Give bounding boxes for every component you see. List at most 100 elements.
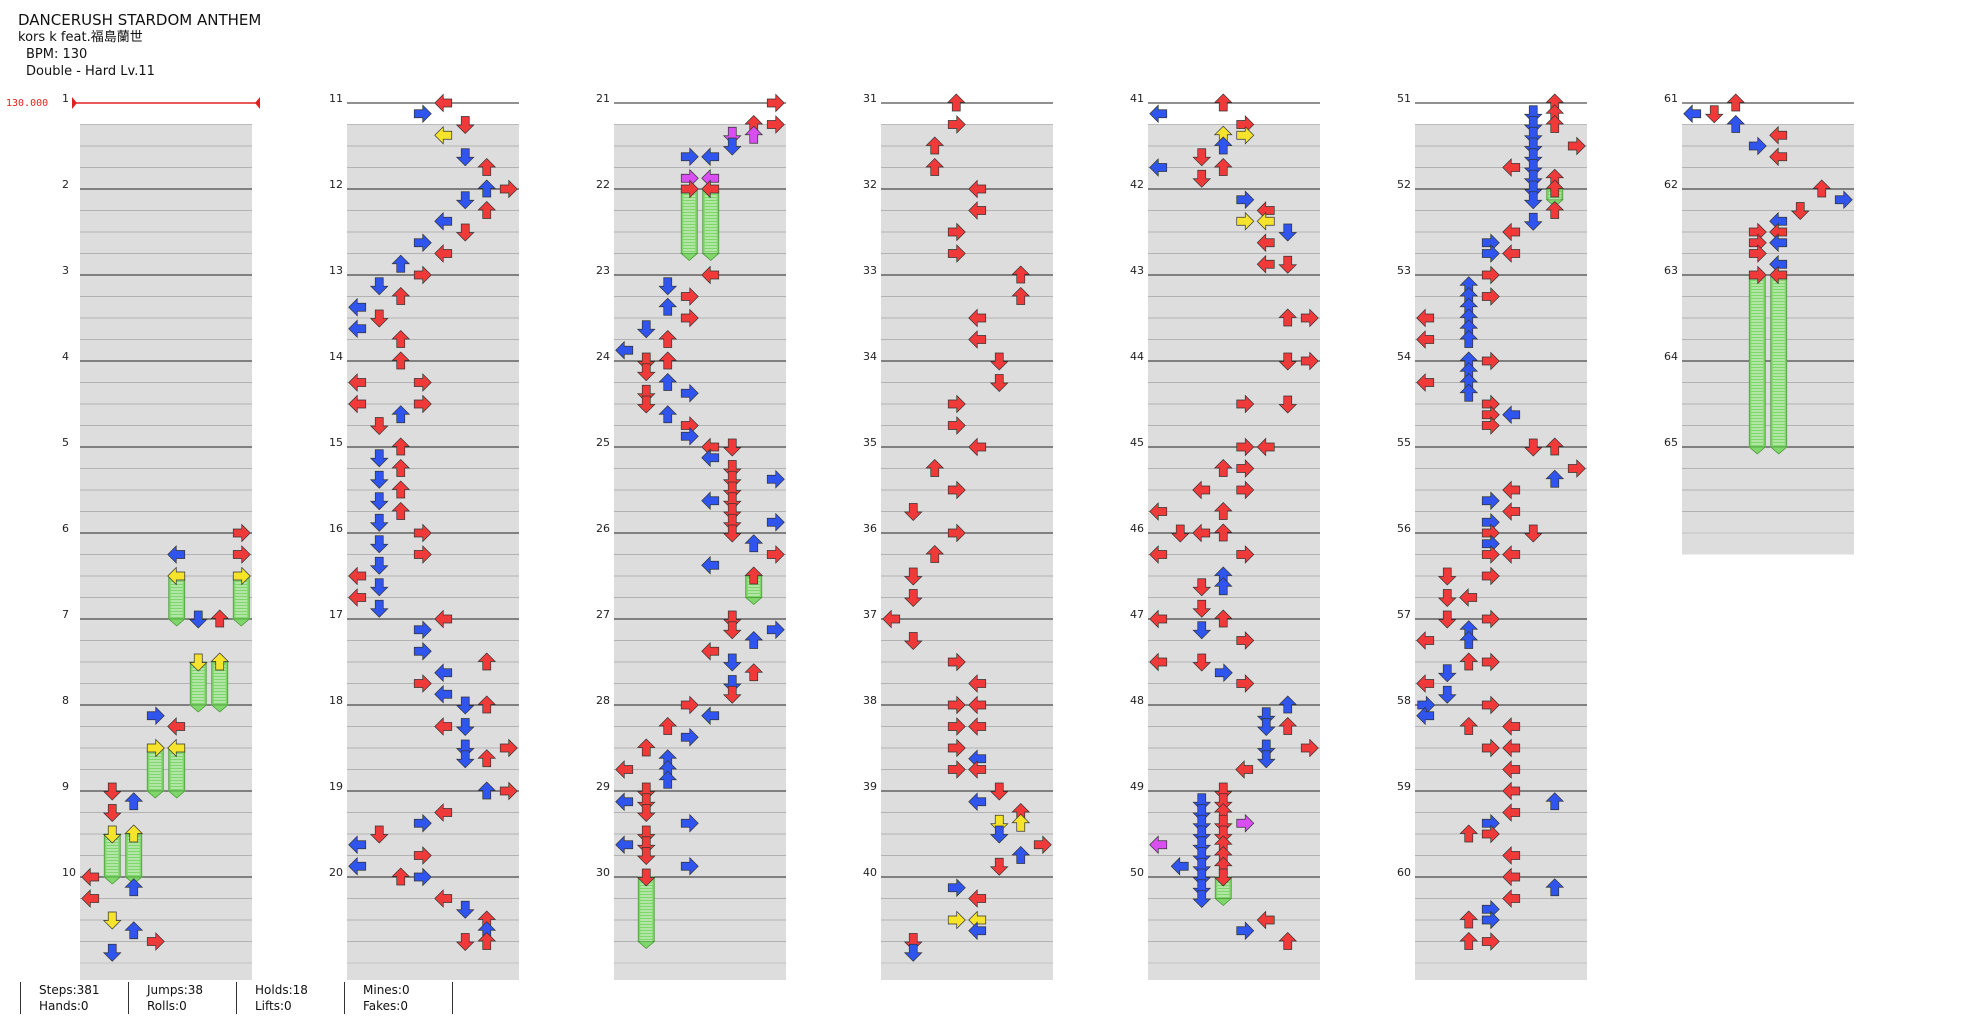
arrow-left-icon xyxy=(701,641,720,661)
arrow-up-icon xyxy=(744,631,764,649)
arrow-up-icon xyxy=(124,792,144,811)
bpm-marker-label: 130.000 xyxy=(6,98,48,109)
arrow-up-icon xyxy=(1545,469,1565,488)
stats-footer: Steps:381 Hands:0 Jumps:38 Rolls:0 Holds… xyxy=(0,982,1987,1014)
beat-stripe xyxy=(614,812,786,834)
arrow-left-icon xyxy=(348,835,367,855)
beat-stripe xyxy=(1148,898,1320,920)
beat-stripe xyxy=(881,705,1053,727)
arrow-left-icon xyxy=(1235,760,1254,779)
arrow-up-icon xyxy=(1459,383,1479,402)
beat-stripe xyxy=(347,812,519,834)
arrow-down-icon xyxy=(636,847,656,865)
beat-stripe xyxy=(347,447,519,469)
beat-stripe xyxy=(614,253,786,275)
arrow-up-icon xyxy=(1011,287,1031,305)
arrow-left-icon xyxy=(1502,846,1521,865)
measure-number: 36 xyxy=(863,522,877,535)
arrow-down-icon xyxy=(1437,664,1457,683)
arrow-right-icon xyxy=(1481,566,1500,586)
arrow-left-icon xyxy=(1502,480,1521,500)
measure-number: 17 xyxy=(329,608,343,621)
arrow-left-icon xyxy=(1502,738,1521,758)
beat-stripe xyxy=(1148,855,1320,877)
arrow-up-icon xyxy=(477,749,497,768)
arrow-right-icon xyxy=(1214,663,1233,683)
beat-stripe xyxy=(1415,726,1587,748)
measure-number: 53 xyxy=(1397,264,1411,277)
measure-number: 46 xyxy=(1130,522,1144,535)
arrow-right-icon xyxy=(1481,652,1500,672)
beat-stripe xyxy=(347,705,519,727)
beat-stripe xyxy=(614,425,786,447)
arrow-down-icon xyxy=(455,750,475,769)
arrow-down-icon xyxy=(722,621,742,640)
arrow-down-icon xyxy=(1278,255,1298,274)
beat-stripe xyxy=(614,855,786,877)
measure-number: 48 xyxy=(1130,694,1144,707)
beat-stripe xyxy=(614,576,786,598)
arrow-up-icon xyxy=(1812,179,1832,198)
beat-stripe xyxy=(347,490,519,512)
arrow-down-icon xyxy=(1192,621,1212,640)
beat-stripe xyxy=(1415,533,1587,555)
arrow-left-icon xyxy=(1192,523,1211,543)
arrow-right-icon xyxy=(1481,416,1500,435)
measure-number: 29 xyxy=(596,780,610,793)
beat-stripe xyxy=(614,554,786,576)
arrow-right-icon xyxy=(1748,136,1767,156)
arrow-left-icon xyxy=(968,792,987,812)
beat-stripe xyxy=(1682,189,1854,211)
arrow-left-icon xyxy=(968,308,987,328)
beat-stripe xyxy=(614,640,786,662)
arrow-left-icon xyxy=(701,706,720,726)
beat-stripe xyxy=(1148,533,1320,555)
arrow-right-icon xyxy=(1481,244,1500,263)
beat-stripe xyxy=(347,662,519,684)
beat-stripe xyxy=(80,275,252,297)
arrow-left-icon xyxy=(615,835,634,855)
arrow-left-icon xyxy=(434,211,453,231)
beat-stripe xyxy=(881,748,1053,770)
beat-stripe xyxy=(1148,877,1320,899)
arrow-left-icon xyxy=(348,319,367,339)
stats-cell-2: Jumps:38 Rolls:0 xyxy=(128,982,203,1014)
beat-stripe xyxy=(1415,490,1587,512)
arrow-up-icon xyxy=(1213,459,1233,477)
arrow-down-icon xyxy=(1256,718,1276,736)
measure-number: 52 xyxy=(1397,178,1411,191)
arrow-right-icon xyxy=(1236,125,1255,145)
arrow-left-icon xyxy=(1502,803,1521,822)
beat-stripe xyxy=(881,791,1053,813)
beat-stripe xyxy=(614,920,786,942)
arrow-left-icon xyxy=(348,394,367,414)
beat-stripe xyxy=(1148,812,1320,834)
arrow-right-icon xyxy=(1236,190,1255,210)
beat-stripe xyxy=(347,791,519,813)
arrow-down-icon xyxy=(455,718,475,736)
arrow-down-icon xyxy=(1523,212,1543,231)
beat-stripe xyxy=(881,167,1053,189)
arrow-down-icon xyxy=(455,900,475,919)
beat-stripe xyxy=(881,834,1053,856)
beat-stripe xyxy=(1415,619,1587,641)
measure-number: 56 xyxy=(1397,522,1411,535)
arrow-down-icon xyxy=(455,696,475,715)
arrow-down-icon xyxy=(369,599,389,618)
arrow-left-icon xyxy=(615,340,634,360)
beat-stripe xyxy=(80,361,252,383)
arrow-up-icon xyxy=(1278,717,1298,735)
beat-stripe xyxy=(80,382,252,404)
arrow-up-icon xyxy=(1011,813,1031,832)
arrow-up-icon xyxy=(658,405,678,424)
beat-stripe xyxy=(1148,963,1320,980)
arrow-down-icon xyxy=(722,685,742,704)
beat-stripe xyxy=(347,941,519,963)
arrow-left-icon xyxy=(348,373,367,392)
arrow-up-icon xyxy=(925,545,945,563)
arrow-down-icon xyxy=(369,513,389,532)
arrow-right-icon xyxy=(947,244,966,263)
arrow-left-icon xyxy=(968,695,987,715)
arrow-right-icon xyxy=(1236,674,1255,693)
arrow-down-icon xyxy=(369,417,389,435)
